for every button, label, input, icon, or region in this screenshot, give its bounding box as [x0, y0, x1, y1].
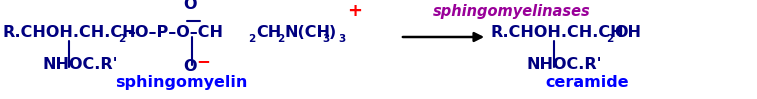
- Text: O: O: [183, 59, 197, 74]
- Text: −: −: [196, 52, 210, 70]
- Text: NHOC.R': NHOC.R': [42, 57, 117, 72]
- Text: OH: OH: [614, 25, 641, 40]
- Text: +: +: [347, 2, 362, 20]
- Text: NHOC.R': NHOC.R': [527, 57, 603, 72]
- Text: 2: 2: [277, 34, 284, 44]
- Text: 3: 3: [338, 34, 345, 44]
- Text: CH: CH: [256, 25, 282, 40]
- Text: sphingomyelinases: sphingomyelinases: [433, 4, 590, 19]
- Text: sphingomyelin: sphingomyelin: [115, 75, 248, 90]
- Text: 2: 2: [248, 34, 255, 44]
- Text: 3: 3: [322, 34, 329, 44]
- Text: R.CHOH.CH.CH: R.CHOH.CH.CH: [490, 25, 624, 40]
- Text: 2: 2: [118, 34, 125, 44]
- Text: N(CH: N(CH: [285, 25, 331, 40]
- Text: ): ): [329, 25, 336, 40]
- Text: O: O: [183, 0, 197, 12]
- Text: 2: 2: [606, 34, 613, 44]
- Text: R.CHOH.CH.CH: R.CHOH.CH.CH: [3, 25, 136, 40]
- Text: ceramide: ceramide: [545, 75, 628, 90]
- Text: –O–P–O–CH: –O–P–O–CH: [127, 25, 223, 40]
